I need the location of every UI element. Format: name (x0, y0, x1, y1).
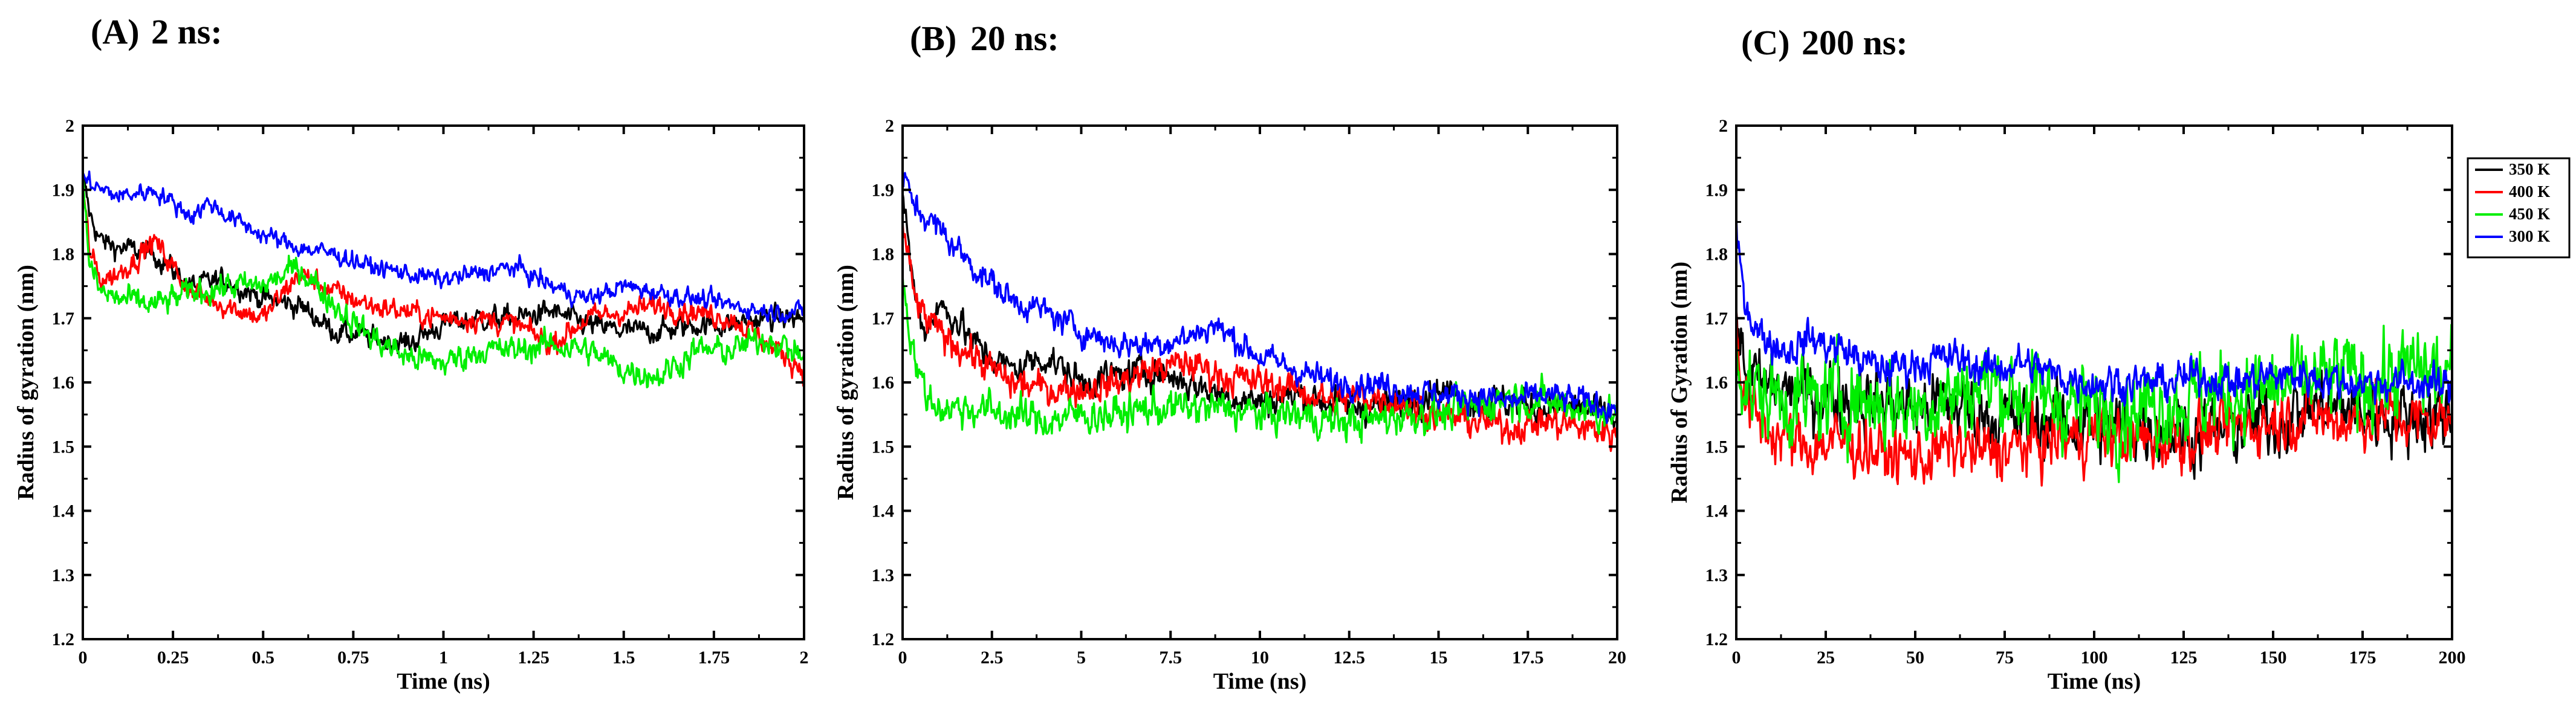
y-tick-label: 1.4 (1705, 501, 1728, 521)
x-axis-label: Time (ns) (397, 669, 490, 694)
panel-a: (A) 2 ns: 0 0.25 0.5 0.75 1 1.25 1.5 1.75 2 1.2 1.3 1… (13, 12, 809, 694)
x-tick-label: 0.75 (337, 648, 369, 668)
x-tick-label: 0 (898, 648, 907, 668)
x-axis-label: Time (ns) (2048, 669, 2141, 694)
panel-label: (B) (910, 19, 956, 58)
y-tick-label: 2 (885, 116, 894, 136)
y-tick-label: 1.8 (1705, 245, 1728, 265)
legend-entry: 300 K (2509, 227, 2550, 245)
y-tick-label: 1.4 (52, 501, 75, 521)
panel-label: (C) (1741, 23, 1790, 62)
x-tick-label: 1.75 (698, 648, 730, 668)
x-tick-label: 200 (2439, 648, 2466, 668)
series-line-300k (903, 172, 1617, 424)
x-tick-label: 12.5 (1334, 648, 1366, 668)
series-lines (1736, 214, 2452, 487)
x-tick-label: 5 (1077, 648, 1086, 668)
x-tick-label: 25 (1817, 648, 1835, 668)
x-tick-label: 20 (1608, 648, 1626, 668)
y-axis-label: Radius of gyration (nm) (833, 265, 858, 500)
y-axis-label: Radius of Gyration (nm) (1667, 262, 1692, 503)
y-tick-label: 1.2 (872, 630, 895, 649)
x-tick-label: 125 (2170, 648, 2198, 668)
y-tick-label: 1.3 (52, 565, 75, 585)
plot-frame (82, 124, 805, 640)
y-tick-label: 1.9 (52, 180, 75, 200)
y-tick-label: 1.5 (52, 437, 75, 457)
series-line-300k (1736, 214, 2452, 407)
x-tick-label: 100 (2081, 648, 2108, 668)
x-tick-label: 1 (439, 648, 448, 668)
series-line-450k (83, 177, 804, 388)
legend-entry: 450 K (2509, 205, 2550, 223)
y-tick-label: 1.3 (872, 565, 895, 585)
y-tick-label: 1.9 (1705, 180, 1728, 200)
y-tick-label: 1.4 (872, 501, 895, 521)
y-tick-label: 1.5 (872, 437, 895, 457)
y-axis-label: Radius of gyration (nm) (13, 265, 39, 500)
panel-c: (C) 200 ns: 0 25 50 75 100 125 150 175 200 1.2 1.3 1.… (1667, 23, 2571, 694)
y-tick-label: 1.3 (1705, 565, 1728, 585)
legend: 350 K 400 K 450 K 300 K (2467, 157, 2571, 259)
x-tick-label: 10 (1251, 648, 1269, 668)
y-tick-label: 1.8 (52, 245, 75, 265)
y-tick-label: 1.2 (52, 630, 75, 649)
series-line-400k (1736, 302, 2452, 487)
x-tick-label: 0 (79, 648, 88, 668)
x-tick-label: 1.25 (517, 648, 550, 668)
y-tick-label: 2 (65, 116, 74, 136)
x-tick-label: 50 (1906, 648, 1924, 668)
y-tick-label: 1.2 (1705, 630, 1728, 649)
x-axis-label: Time (ns) (1213, 669, 1306, 694)
y-tick-label: 1.6 (1705, 373, 1728, 393)
x-tick-label: 7.5 (1160, 648, 1183, 668)
x-tick-label: 175 (2349, 648, 2376, 668)
x-tick-label: 0.25 (157, 648, 189, 668)
y-tick-label: 1.6 (52, 373, 75, 393)
legend-box (2467, 157, 2571, 259)
series-line-300k (83, 170, 804, 324)
panel-b: (B) 20 ns: 0 2.5 5 7.5 10 12.5 15 17.5 20 1.2 1.3 1.4… (833, 19, 1626, 694)
panel-title: 20 ns: (970, 19, 1059, 58)
panel-title: 2 ns: (151, 12, 222, 51)
y-tick-label: 2 (1719, 116, 1728, 136)
panel-label: (A) (91, 12, 140, 51)
x-tick-label: 15 (1430, 648, 1448, 668)
legend-entry: 400 K (2509, 182, 2550, 201)
legend-entry: 350 K (2509, 160, 2550, 178)
x-tick-label: 2.5 (981, 648, 1004, 668)
y-tick-label: 1.5 (1705, 437, 1728, 457)
x-tick-label: 150 (2260, 648, 2287, 668)
x-tick-label: 75 (1996, 648, 2014, 668)
y-tick-label: 1.8 (872, 245, 895, 265)
y-tick-label: 1.6 (872, 373, 895, 393)
x-tick-label: 0.5 (252, 648, 275, 668)
y-tick-label: 1.7 (1705, 309, 1728, 329)
y-tick-label: 1.7 (872, 309, 895, 329)
x-tick-label: 1.5 (612, 648, 635, 668)
y-tick-label: 1.9 (872, 180, 895, 200)
series-lines (903, 172, 1617, 452)
x-tick-label: 17.5 (1512, 648, 1544, 668)
x-tick-label: 0 (1732, 648, 1741, 668)
series-line-450k (903, 274, 1617, 444)
panel-title: 200 ns: (1802, 23, 1908, 62)
x-tick-label: 2 (800, 648, 809, 668)
y-tick-label: 1.7 (52, 309, 75, 329)
series-line-350k (83, 172, 804, 355)
series-lines (83, 170, 804, 388)
series-line-400k (903, 221, 1617, 452)
